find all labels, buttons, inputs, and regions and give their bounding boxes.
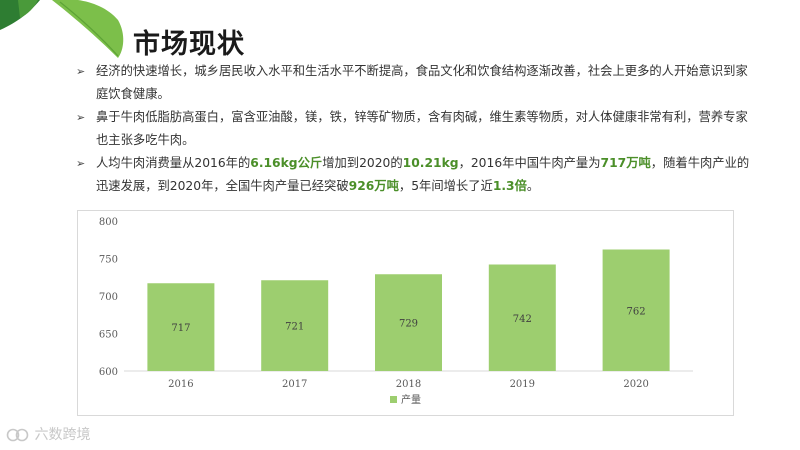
x-tick-label: 2020	[623, 379, 648, 390]
bullet-text: ，随着牛肉产业的迅速发展，到2020年，全国牛肉产量已经突破	[96, 156, 750, 193]
bullet-text: 增加到2020的	[322, 156, 403, 170]
y-tick-label: 750	[99, 255, 118, 266]
x-tick-label: 2019	[510, 379, 535, 390]
bar	[602, 249, 670, 371]
legend-swatch	[390, 396, 397, 403]
bullet-text: 鼻于牛肉低脂肪高蛋白，富含亚油酸，镁，铁，锌等矿物质，含有肉碱，维生素等物质，对…	[96, 110, 748, 147]
bar-chart: 600 650 700 750 800 717 2016 721 2017 729 2018 742 2…	[77, 210, 734, 416]
highlight-text: 10.21kg	[402, 156, 459, 170]
bullet-arrow-icon: ➢	[76, 65, 86, 78]
bullet-item: ➢ 鼻于牛肉低脂肪高蛋白，富含亚油酸，镁，铁，锌等矿物质，含有肉碱，维生素等物质，…	[76, 106, 756, 152]
leaf-decoration-icon	[0, 0, 124, 58]
bullet-arrow-icon: ➢	[76, 111, 86, 124]
y-tick-label: 800	[99, 217, 118, 228]
bar	[375, 274, 442, 371]
watermark-logo-icon	[6, 428, 29, 442]
legend-label: 产量	[401, 393, 421, 406]
bullet-text: ，2016年中国牛肉产量为	[458, 156, 601, 170]
y-tick-label: 650	[99, 330, 118, 341]
bullet-text: 。	[526, 179, 540, 193]
highlight-text: 6.16kg公斤	[250, 156, 323, 170]
watermark-text: 六数跨境	[34, 427, 91, 443]
bullet-list: ➢ 经济的快速增长，城乡居民收入水平和生活水平不断提高，食品文化和饮食结构逐渐改善…	[76, 60, 756, 198]
y-tick-label: 600	[99, 367, 118, 378]
bar	[261, 280, 329, 371]
bar-data-label: 717	[171, 323, 190, 334]
bar	[488, 264, 556, 371]
highlight-text: 717万吨	[600, 156, 651, 170]
bullet-text: 经济的快速增长，城乡居民收入水平和生活水平不断提高，食品文化和饮食结构逐渐改善，…	[96, 64, 748, 101]
highlight-text: 926万吨	[348, 179, 399, 193]
x-tick-label: 2017	[282, 379, 307, 390]
bullet-text: 人均牛肉消费量从2016年的	[96, 156, 251, 170]
highlight-text: 1.3倍	[492, 179, 527, 193]
x-tick-label: 2016	[168, 379, 193, 390]
bar	[147, 283, 215, 371]
bar-data-label: 762	[627, 306, 646, 317]
bar-data-label: 721	[285, 322, 304, 333]
bar-data-label: 742	[513, 314, 532, 325]
y-tick-label: 700	[99, 292, 118, 303]
bullet-arrow-icon: ➢	[76, 157, 86, 170]
x-tick-label: 2018	[396, 379, 421, 390]
bullet-text: ，5年间增长了近	[398, 179, 493, 193]
bullet-item: ➢ 人均牛肉消费量从2016年的6.16kg公斤增加到2020的10.21kg，2…	[76, 152, 756, 198]
bar-data-label: 729	[399, 319, 418, 330]
bullet-item: ➢ 经济的快速增长，城乡居民收入水平和生活水平不断提高，食品文化和饮食结构逐渐改善…	[76, 60, 756, 106]
page-title: 市场现状	[133, 29, 245, 60]
watermark: 六数跨境	[6, 424, 90, 444]
chart-svg: 600 650 700 750 800 717 2016 721 2017 729 2018 742 2…	[99, 217, 693, 406]
